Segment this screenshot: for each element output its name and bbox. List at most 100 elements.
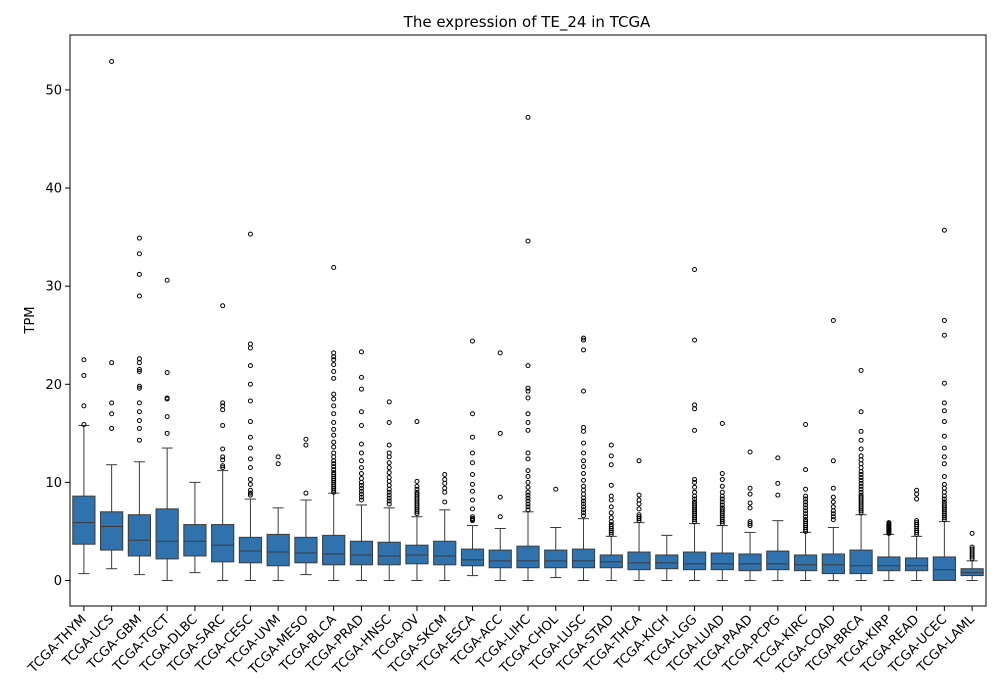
outlier-point — [331, 432, 337, 438]
outlier-point — [636, 501, 642, 507]
box-tcga-tgct — [155, 277, 179, 581]
outlier-point — [553, 486, 559, 492]
outlier-point — [386, 470, 392, 476]
iqr-box — [932, 556, 956, 581]
outlier-point — [414, 486, 420, 492]
outlier-point — [830, 514, 836, 520]
outlier-point — [581, 487, 587, 493]
iqr-box — [516, 545, 540, 569]
outlier-point — [386, 399, 392, 405]
outlier-point — [636, 458, 642, 464]
iqr-box — [183, 524, 207, 557]
outlier-point — [692, 266, 698, 272]
outlier-point — [220, 403, 226, 409]
iqr-box — [460, 548, 485, 567]
outlier-point — [525, 114, 531, 120]
iqr-box — [877, 556, 901, 572]
outlier-point — [358, 458, 364, 464]
outlier-point — [358, 491, 364, 497]
outlier-point — [331, 439, 337, 445]
outlier-point — [608, 482, 614, 488]
box-tcga-thym — [72, 357, 96, 575]
iqr-box — [72, 495, 96, 545]
outlier-point — [941, 485, 947, 491]
outlier-point — [331, 411, 337, 417]
outlier-point — [386, 482, 392, 488]
outlier-point — [581, 440, 587, 446]
outlier-point — [608, 493, 614, 499]
outlier-point — [914, 491, 920, 497]
outlier-point — [136, 356, 142, 362]
outlier-point — [941, 318, 947, 323]
outlier-point — [109, 411, 115, 417]
outlier-point — [136, 235, 142, 241]
outlier-point — [442, 476, 448, 482]
outlier-point — [331, 444, 337, 450]
outlier-point — [414, 491, 420, 497]
box-tcga-lihc — [516, 114, 540, 581]
box-tcga-uvm — [266, 454, 290, 581]
outlier-point — [581, 424, 587, 430]
outlier-point — [941, 332, 947, 338]
outlier-point — [941, 481, 947, 487]
outlier-point — [331, 464, 337, 470]
outlier-point — [581, 483, 587, 489]
outlier-point — [581, 458, 587, 464]
outlier-point — [247, 492, 253, 498]
outlier-point — [303, 490, 309, 496]
outlier-point — [136, 293, 142, 299]
outlier-point — [220, 446, 226, 452]
outlier-point — [719, 505, 725, 511]
outlier-point — [914, 487, 920, 493]
iqr-box — [682, 551, 707, 571]
box-tcga-read — [905, 487, 929, 581]
outlier-point — [331, 461, 337, 467]
outlier-point — [469, 411, 475, 417]
outlier-point — [581, 477, 587, 483]
outlier-point — [442, 489, 448, 495]
box-tcga-blca — [322, 265, 346, 581]
outlier-point — [858, 368, 864, 374]
outlier-point — [886, 520, 892, 526]
box-tcga-acc — [488, 350, 512, 581]
outlier-point — [608, 524, 614, 530]
outlier-point — [164, 395, 170, 401]
outlier-point — [830, 499, 836, 505]
outlier-point — [608, 462, 614, 468]
outlier-point — [109, 58, 115, 64]
outlier-point — [858, 480, 864, 486]
outlier-point — [358, 485, 364, 491]
iqr-box — [488, 549, 512, 569]
outlier-point — [525, 492, 531, 498]
outlier-point — [386, 442, 392, 448]
iqr-box — [127, 514, 151, 557]
outlier-point — [469, 516, 475, 522]
box-tcga-lgg — [682, 266, 707, 581]
outlier-point — [858, 489, 864, 495]
outlier-point — [247, 476, 253, 482]
outlier-point — [525, 456, 531, 462]
outlier-point — [941, 461, 947, 467]
outlier-point — [858, 428, 864, 434]
outlier-point — [358, 409, 364, 415]
outlier-point — [719, 496, 725, 502]
outlier-point — [136, 367, 142, 373]
outlier-point — [719, 502, 725, 508]
box-tcga-lusc — [571, 335, 596, 581]
outlier-point — [414, 489, 420, 495]
outlier-point — [136, 437, 142, 443]
iqr-box — [627, 551, 651, 571]
outlier-point — [692, 489, 698, 495]
outlier-point — [331, 350, 337, 356]
outlier-point — [941, 445, 947, 451]
y-ticks: 0 10 20 30 40 50 — [45, 83, 70, 589]
outlier-point — [136, 369, 142, 375]
outlier-point — [747, 485, 753, 491]
outlier-point — [525, 388, 531, 394]
outlier-point — [164, 414, 170, 420]
box-tcga-coad — [821, 318, 845, 581]
outlier-point — [608, 510, 614, 516]
outlier-point — [803, 421, 809, 427]
outlier-point — [525, 427, 531, 433]
outlier-point — [358, 349, 364, 355]
